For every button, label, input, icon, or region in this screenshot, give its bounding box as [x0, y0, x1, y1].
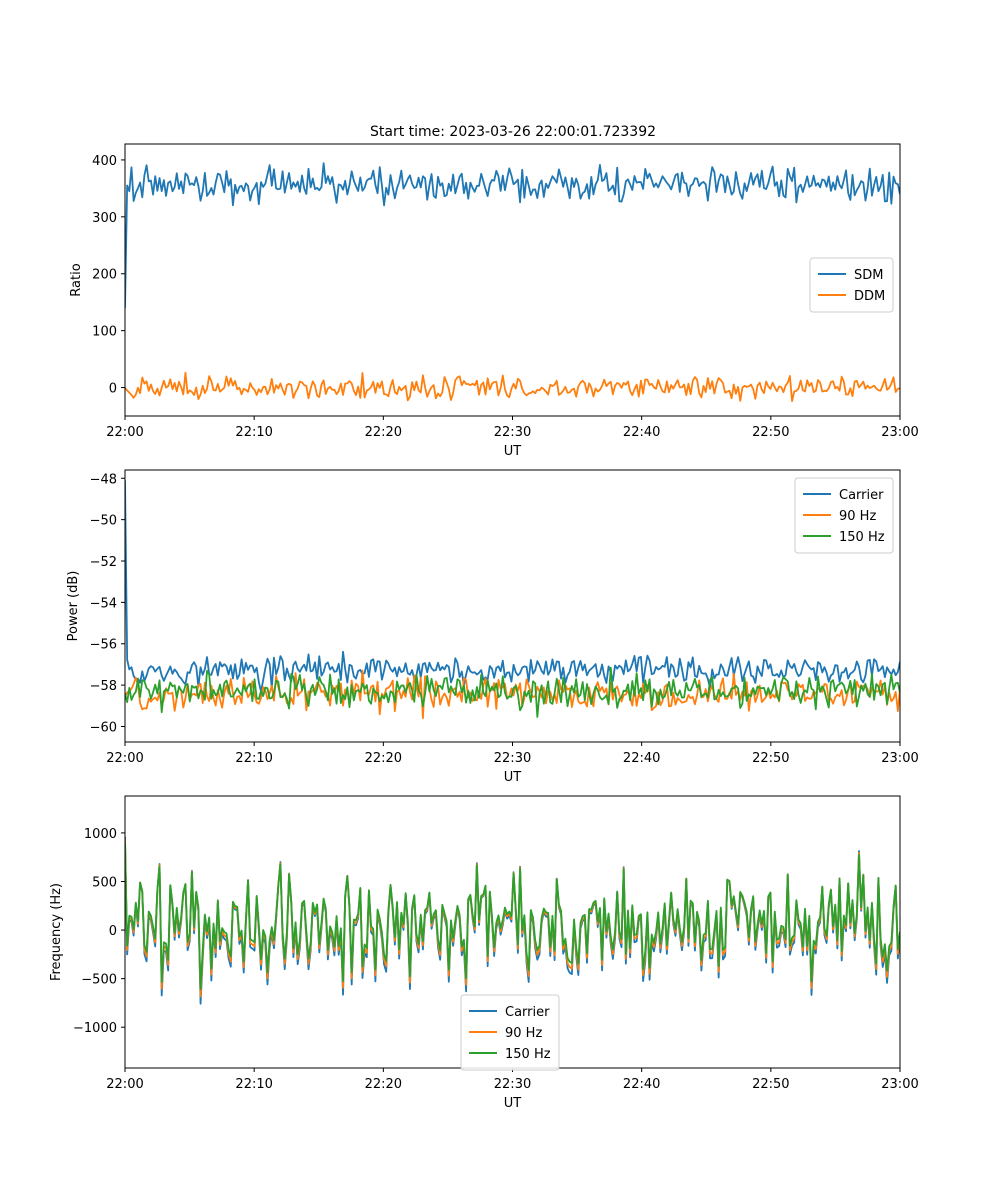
x-tick-label: 22:50 [752, 751, 789, 766]
y-tick-label: −60 [90, 720, 117, 735]
figure-title: Start time: 2023-03-26 22:00:01.723392 [370, 124, 656, 140]
legend-box [794, 477, 894, 554]
y-axis-label: Power (dB) [66, 571, 81, 642]
x-tick-label: 22:40 [623, 1077, 660, 1092]
x-tick-label: 22:30 [494, 1077, 531, 1092]
legend-label: 150 Hz [505, 1047, 551, 1062]
series-line-sdm [125, 162, 900, 308]
x-tick-label: 22:30 [494, 751, 531, 766]
x-tick-label: 22:20 [365, 1077, 402, 1092]
x-tick-label: 22:00 [106, 751, 143, 766]
series-group [125, 162, 900, 403]
y-tick-label: −1000 [73, 1021, 117, 1036]
x-tick-label: 22:00 [106, 425, 143, 440]
x-tick-label: 22:40 [623, 751, 660, 766]
series-line-150-hz [125, 842, 900, 990]
x-tick-label: 22:20 [365, 751, 402, 766]
y-tick-label: −500 [81, 973, 117, 988]
legend: Carrier 90 Hz 150 Hz [460, 994, 560, 1071]
legend-box [460, 994, 560, 1071]
y-tick-label: 1000 [84, 827, 117, 842]
legend-label: Carrier [505, 1005, 550, 1020]
legend-label: 90 Hz [505, 1026, 542, 1041]
x-tick-label: 23:00 [881, 425, 918, 440]
chart-panel-2: 22:00 22:10 22:20 22:30 22:40 22:50 23:00 −48 −5… [66, 469, 919, 785]
x-tick-label: 22:30 [494, 425, 531, 440]
series-group [125, 480, 900, 720]
y-tick-label: −50 [90, 514, 117, 529]
legend-label: DDM [854, 289, 885, 304]
x-tick-label: 22:10 [235, 1077, 272, 1092]
y-tick-label: −54 [90, 596, 117, 611]
legend: SDM DDM [809, 257, 894, 313]
x-axis-label: UT [504, 444, 522, 459]
y-tick-label: −52 [90, 555, 117, 570]
legend-label: 150 Hz [839, 530, 885, 545]
legend-label: Carrier [839, 488, 884, 503]
series-line-ddm [125, 371, 900, 403]
chart-panel-3: 22:00 22:10 22:20 22:30 22:40 22:50 23:00 1000 5… [49, 795, 919, 1111]
y-tick-label: −48 [90, 472, 117, 487]
y-tick-label: −58 [90, 679, 117, 694]
y-tick-label: −56 [90, 638, 117, 653]
series-line-150-hz [125, 666, 900, 718]
legend-label: SDM [854, 268, 883, 283]
x-axis-label: UT [504, 1096, 522, 1111]
x-tick-label: 23:00 [881, 1077, 918, 1092]
y-tick-label: 500 [92, 875, 117, 890]
x-tick-label: 23:00 [881, 751, 918, 766]
y-tick-label: 0 [109, 382, 117, 397]
chart-panel-1: 22:00 22:10 22:20 22:30 22:40 22:50 23:00 0 100 2… [69, 143, 919, 459]
x-axis-label: UT [504, 770, 522, 785]
legend-box [809, 257, 894, 313]
y-axis-label: Frequency (Hz) [49, 883, 64, 981]
legend-label: 90 Hz [839, 509, 876, 524]
y-tick-label: 0 [109, 924, 117, 939]
x-tick-label: 22:20 [365, 425, 402, 440]
legend: Carrier 90 Hz 150 Hz [794, 477, 894, 554]
series-group [125, 836, 900, 1005]
x-tick-label: 22:10 [235, 751, 272, 766]
y-tick-label: 100 [92, 325, 117, 340]
series-line-carrier [125, 480, 900, 693]
y-tick-label: 400 [92, 154, 117, 169]
y-axis-label: Ratio [69, 263, 84, 296]
y-tick-label: 300 [92, 211, 117, 226]
x-tick-label: 22:10 [235, 425, 272, 440]
y-tick-label: 200 [92, 268, 117, 283]
x-tick-label: 22:00 [106, 1077, 143, 1092]
x-tick-label: 22:50 [752, 1077, 789, 1092]
x-tick-label: 22:50 [752, 425, 789, 440]
x-tick-label: 22:40 [623, 425, 660, 440]
